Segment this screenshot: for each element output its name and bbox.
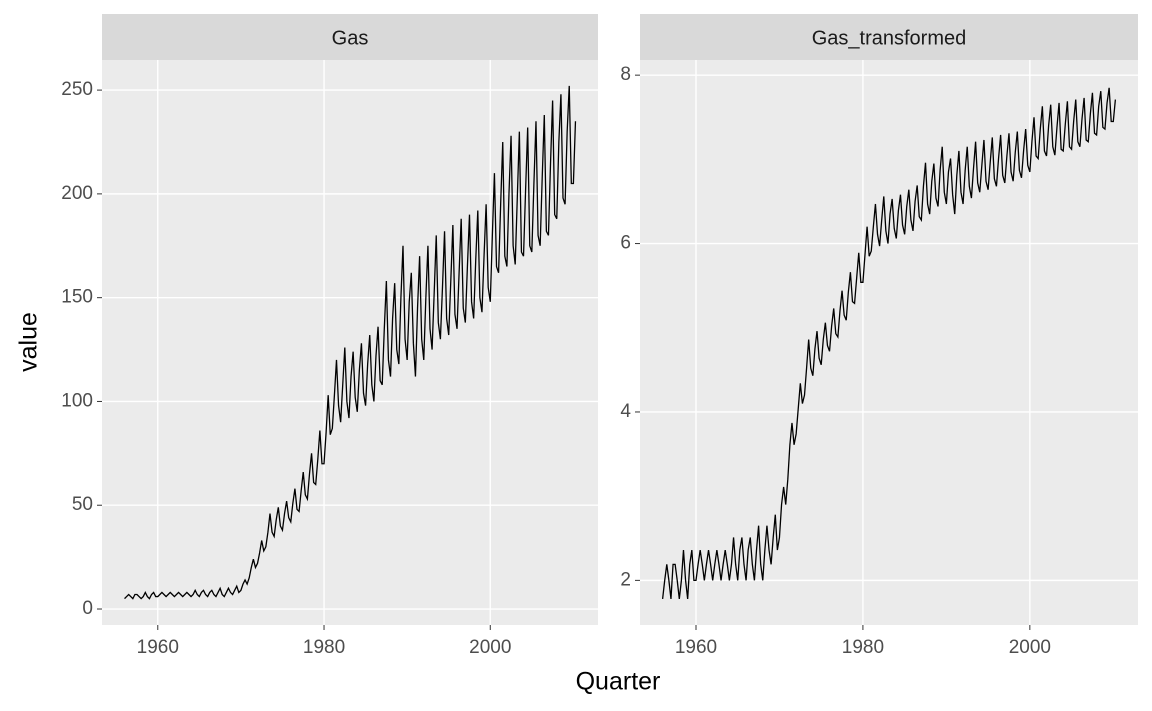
y-tick-label: 150 xyxy=(61,287,93,308)
y-tick-label: 2 xyxy=(620,569,631,590)
y-axis-title: value xyxy=(15,312,43,372)
y-tick-label: 50 xyxy=(72,494,93,515)
strip-label: Gas_transformed xyxy=(812,27,967,49)
strip xyxy=(102,14,598,60)
series-line xyxy=(661,87,1117,599)
x-tick-label: 2000 xyxy=(1009,637,1051,658)
y-tick-label: 6 xyxy=(620,233,631,254)
y-tick-label: 100 xyxy=(61,390,93,411)
strip-label: Gas xyxy=(332,27,369,49)
y-tick-label: 4 xyxy=(620,401,631,422)
series-line xyxy=(124,85,577,600)
strip xyxy=(640,14,1138,60)
x-tick-label: 1980 xyxy=(842,637,884,658)
x-tick-label: 2000 xyxy=(469,637,511,658)
y-tick-label: 0 xyxy=(82,598,93,619)
x-tick-label: 1980 xyxy=(303,637,345,658)
y-tick-label: 250 xyxy=(61,79,93,100)
x-tick-label: 1960 xyxy=(675,637,717,658)
y-tick-label: 8 xyxy=(620,64,631,85)
x-axis-title: Quarter xyxy=(576,668,661,696)
panel xyxy=(102,60,598,625)
y-tick-label: 200 xyxy=(61,183,93,204)
x-tick-label: 1960 xyxy=(137,637,179,658)
